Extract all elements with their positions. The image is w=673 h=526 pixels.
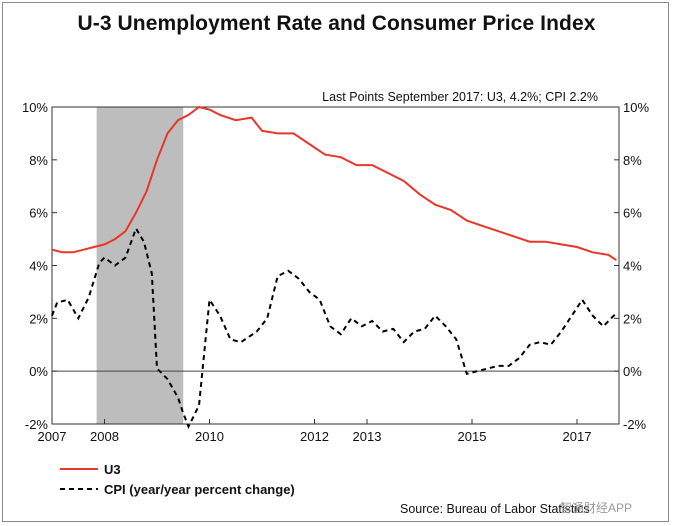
left-y-axis: -2% 0% 2% 4% 6% 8% 10% [22,100,57,432]
legend: U3 CPI (year/year percent change) [60,462,295,497]
y-tick-label-right: 2% [623,311,642,326]
y-tick-label-left: 2% [29,311,48,326]
x-tick-label: 2012 [300,429,329,444]
y-tick-label-right: 8% [623,153,642,168]
y-tick-label-right: -2% [623,417,647,432]
chart-title: U-3 Unemployment Rate and Consumer Price… [77,12,596,35]
y-tick-label-right: 6% [623,206,642,221]
y-tick-label-left: 4% [29,259,48,274]
x-tick-label: 2015 [458,429,487,444]
last-points-note: Last Points September 2017: U3, 4.2%; CP… [322,90,598,104]
series-line-u3 [51,105,617,262]
y-tick-label-right: 0% [623,364,642,379]
y-tick-label-left: 6% [29,206,48,221]
x-tick-label: 2017 [563,429,592,444]
legend-label-u3: U3 [104,462,121,477]
x-tick-label: 2008 [90,429,119,444]
watermark: 智通财经APP [560,500,632,515]
y-tick-label-left: -2% [25,417,49,432]
legend-label-cpi: CPI (year/year percent change) [104,482,295,497]
source-note: Source: Bureau of Labor Statistics [400,502,590,516]
x-axis: 2007 2008 2010 2012 2013 2015 2017 [38,419,592,444]
recession-shading [96,107,184,424]
x-tick-label: 2013 [353,429,382,444]
y-tick-label-left: 10% [22,100,48,115]
right-y-axis: -2% 0% 2% 4% 6% 8% 10% [614,100,649,432]
x-tick-label: 2007 [38,429,67,444]
series-line-cpi [51,226,618,430]
y-tick-label-right: 4% [623,259,642,274]
x-tick-label: 2010 [195,429,224,444]
y-tick-label-right: 10% [623,100,649,115]
y-tick-label-left: 8% [29,153,48,168]
y-tick-label-left: 0% [29,364,48,379]
